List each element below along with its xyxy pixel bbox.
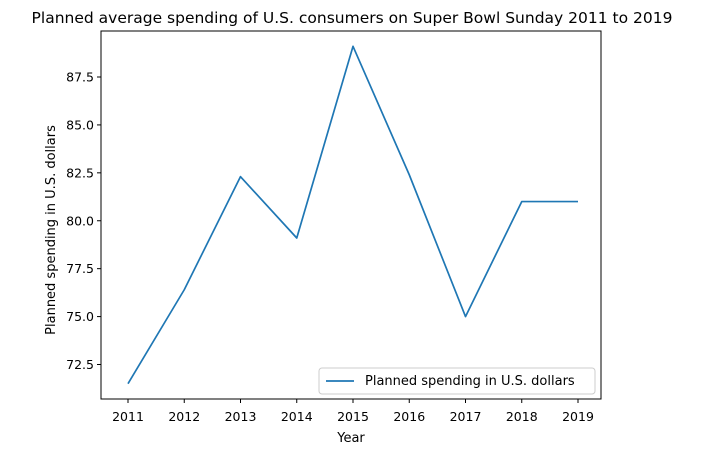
y-tick-label: 72.5 (66, 357, 94, 372)
y-axis-label: Planned spending in U.S. dollars (44, 125, 59, 335)
x-tick-label: 2013 (225, 409, 257, 424)
x-tick-label: 2012 (168, 409, 200, 424)
legend-box (318, 367, 596, 395)
x-tick-label: 2016 (393, 409, 425, 424)
y-axis-ticks: 72.5 75.0 77.5 80.0 82.5 85.0 87.5 (66, 70, 101, 372)
plot-area (100, 30, 602, 400)
plot-frame (100, 30, 602, 400)
x-axis-ticks: 2011 2012 2013 2014 2015 2016 2017 2018 2019 (112, 399, 594, 424)
series-layer (127, 45, 578, 385)
y-tick-label: 77.5 (66, 261, 94, 276)
legend-label: Planned spending in U.S. dollars (365, 374, 575, 389)
legend: Planned spending in U.S. dollars (318, 367, 596, 395)
x-tick-label: 2015 (337, 409, 369, 424)
x-tick-label: 2018 (506, 409, 538, 424)
y-tick-label: 80.0 (66, 213, 94, 228)
x-tick-label: 2019 (562, 409, 594, 424)
x-tick-label: 2011 (112, 409, 144, 424)
series-line (127, 45, 578, 385)
y-tick-label: 87.5 (66, 70, 94, 85)
x-tick-label: 2017 (450, 409, 482, 424)
x-axis-label: Year (336, 431, 365, 446)
y-tick-label: 82.5 (66, 165, 94, 180)
chart-title: Planned average spending of U.S. consume… (32, 9, 673, 27)
y-tick-label: 75.0 (66, 309, 94, 324)
x-tick-label: 2014 (281, 409, 313, 424)
y-tick-label: 85.0 (66, 117, 94, 132)
